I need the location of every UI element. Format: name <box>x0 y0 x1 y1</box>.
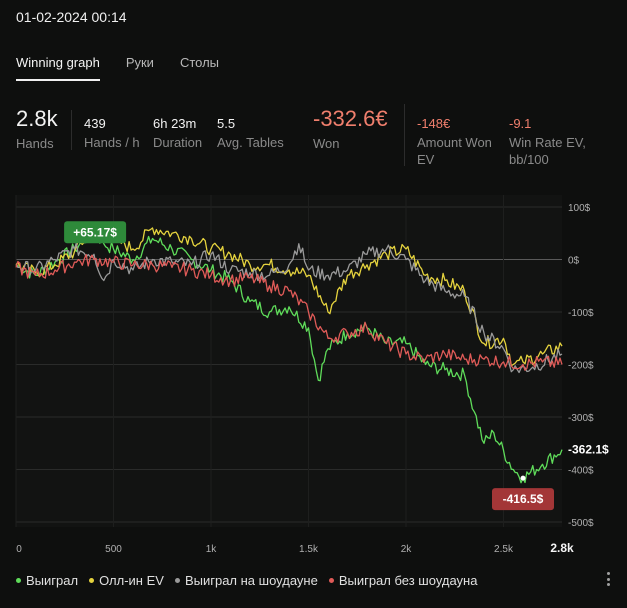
legend-item-allin-ev[interactable]: Олл-ин EV <box>89 573 164 588</box>
stat-won-label: Won <box>313 136 340 151</box>
stat-hands-per-hour: 439 Hands / h <box>84 116 140 151</box>
stat-hands-per-hour-label: Hands / h <box>84 135 140 150</box>
tab-bar: Winning graph Руки Столы <box>16 55 245 81</box>
y-tick-label: -100$ <box>568 308 594 319</box>
legend-label: Выиграл без шоудауна <box>338 573 478 588</box>
y-tick-label: -200$ <box>568 361 594 372</box>
annotation-label: +65.17$ <box>73 225 117 239</box>
stat-amount-won-ev-label: Amount Won EV <box>417 134 492 168</box>
stat-avg-tables-label: Avg. Tables <box>217 135 284 150</box>
tab-tables[interactable]: Столы <box>179 55 220 70</box>
stat-win-rate-ev-label: Win Rate EV, bb/100 <box>509 134 586 168</box>
plot-area <box>16 195 562 527</box>
stat-hands: 2.8k Hands <box>16 106 58 152</box>
legend-dot <box>89 578 95 583</box>
y-tick-label: 100$ <box>568 203 591 214</box>
stat-hands-value: 2.8k <box>16 106 58 131</box>
stats-bar: 2.8k Hands 439 Hands / h 6h 23m Duration… <box>0 102 627 172</box>
annotation-label: -416.5$ <box>503 492 544 506</box>
tab-hands[interactable]: Руки <box>125 55 154 70</box>
legend-item-won[interactable]: Выиграл <box>16 573 78 588</box>
chart-grid <box>15 195 562 527</box>
legend-label: Выиграл на шоудауне <box>184 573 318 588</box>
stat-win-rate-ev-label-line2: bb/100 <box>509 152 549 167</box>
y-tick-label: -500$ <box>568 518 594 529</box>
stat-win-rate-ev-value: -9.1 <box>509 116 532 131</box>
stats-divider <box>71 110 72 150</box>
legend-dot <box>174 578 180 583</box>
x-axis: 0 500 1k 1.5k 2k 2.5k 2.8k <box>16 541 574 555</box>
session-datetime: 01-02-2024 00:14 <box>16 9 127 25</box>
stat-duration-label: Duration <box>153 135 203 150</box>
stat-avg-tables-value: 5.5 <box>217 116 236 131</box>
stat-won: -332.6€ Won <box>313 106 388 152</box>
legend-dot <box>16 578 21 583</box>
stat-amount-won-ev-label-line1: Amount Won <box>417 135 492 150</box>
x-end-label: 2.8k <box>550 541 574 555</box>
x-tick-label: 500 <box>105 544 122 555</box>
chart-annotations: +65.17$ -416.5$ -362.1$ <box>64 221 609 511</box>
x-tick-label: 1k <box>206 544 218 555</box>
series-lines <box>15 223 563 484</box>
stat-hands-label: Hands <box>16 136 54 151</box>
series-line-3 <box>15 253 563 371</box>
x-tick-label: 2.5k <box>494 544 514 555</box>
y-tick-label: 0$ <box>568 256 580 267</box>
y-tick-label: -400$ <box>568 466 594 477</box>
legend-dot <box>328 578 334 583</box>
stat-amount-won-ev-label-line2: EV <box>417 152 435 167</box>
legend-label: Олл-ин EV <box>99 573 164 588</box>
stat-avg-tables: 5.5 Avg. Tables <box>217 116 284 151</box>
stat-duration: 6h 23m Duration <box>153 116 202 151</box>
y-tick-label: -300$ <box>568 413 594 424</box>
chart-legend: Выиграл Олл-ин EV Выиграл на шоудауне Вы… <box>16 573 488 588</box>
annotation-badge <box>64 221 127 244</box>
y-axis: 100$ 0$ -100$ -200$ -300$ -400$ -500$ <box>568 203 594 529</box>
annotation-marker <box>520 475 526 481</box>
annotation-badge <box>492 488 554 511</box>
tab-winning-graph[interactable]: Winning graph <box>16 55 100 81</box>
stat-duration-value: 6h 23m <box>153 116 197 131</box>
more-options-icon[interactable] <box>603 570 613 588</box>
x-tick-label: 2k <box>401 544 413 555</box>
stats-divider <box>404 104 405 166</box>
x-tick-label: 0 <box>16 544 22 555</box>
stat-amount-won-ev: -148€ Amount Won EV <box>417 116 492 168</box>
stat-win-rate-ev-label-line1: Win Rate EV, <box>509 135 586 150</box>
stat-win-rate-ev: -9.1 Win Rate EV, bb/100 <box>509 116 586 168</box>
stat-hands-per-hour-value: 439 <box>84 116 106 131</box>
legend-item-showdown[interactable]: Выиграл на шоудауне <box>174 573 318 588</box>
legend-item-non-showdown[interactable]: Выиграл без шоудауна <box>328 573 478 588</box>
winning-graph-chart[interactable]: 100$ 0$ -100$ -200$ -300$ -400$ -500$ 0 500 1k 1.… <box>0 190 627 560</box>
end-value-label: -362.1$ <box>568 443 609 457</box>
stat-amount-won-ev-value: -148€ <box>417 116 451 131</box>
legend-label: Выиграл <box>26 573 79 588</box>
x-tick-label: 1.5k <box>299 544 319 555</box>
series-line-0 <box>15 228 563 484</box>
stat-won-value: -332.6€ <box>313 106 388 131</box>
series-line-2 <box>15 242 563 374</box>
chart-svg[interactable]: 100$ 0$ -100$ -200$ -300$ -400$ -500$ 0 500 1k 1.… <box>0 190 627 560</box>
